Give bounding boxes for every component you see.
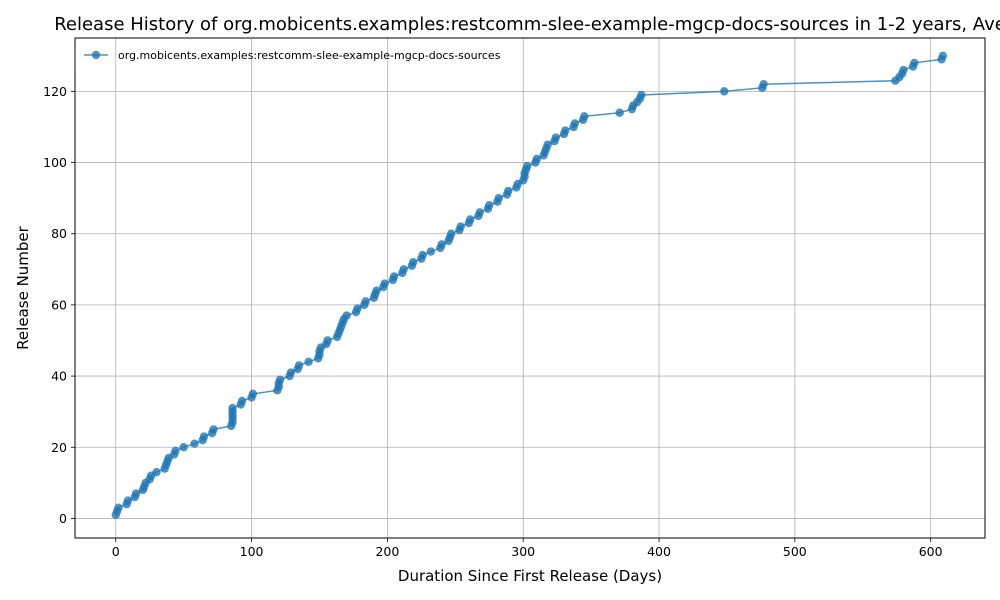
data-point (494, 193, 503, 203)
legend: org.mobicents.examples:restcomm-slee-exa… (84, 49, 501, 62)
data-point (304, 357, 313, 367)
data-point (399, 265, 408, 274)
data-point (323, 336, 332, 345)
data-point (380, 279, 389, 288)
data-point (209, 425, 218, 434)
data-point (228, 403, 237, 413)
data-point (543, 140, 552, 149)
data-point (447, 229, 456, 238)
data-point (353, 304, 362, 313)
data-point (286, 368, 296, 377)
data-point (561, 126, 570, 135)
x-axis-label: Duration Since First Release (Days) (398, 567, 662, 585)
data-point (759, 80, 768, 89)
x-tick-label: 300 (511, 544, 535, 559)
x-tick-label: 500 (783, 544, 807, 559)
x-tick-label: 200 (375, 544, 399, 559)
data-point (466, 215, 475, 224)
y-tick-label: 40 (51, 369, 67, 384)
data-point (179, 443, 188, 452)
chart-title: Release History of org.mobicents.example… (54, 14, 1000, 35)
plot-area-frame (74, 37, 986, 539)
x-tick-label: 100 (240, 544, 264, 559)
data-point (248, 389, 258, 399)
data-point (408, 258, 418, 267)
data-point (910, 58, 919, 68)
y-tick-label: 100 (43, 155, 67, 170)
legend-label: org.mobicents.examples:restcomm-slee-exa… (118, 49, 501, 62)
data-point (485, 201, 494, 210)
data-point (237, 396, 247, 406)
axis-ticks: 0 100 200 300 400 500 600 0 20 40 60 80 100 120 (43, 84, 943, 559)
data-point (342, 311, 351, 320)
data-point (152, 467, 161, 477)
data-point (361, 297, 370, 306)
data-point (570, 119, 580, 128)
data-point (426, 247, 436, 256)
data-point (523, 161, 532, 171)
y-tick-label: 80 (51, 226, 67, 241)
data-point (456, 222, 465, 231)
data-point (171, 446, 180, 456)
x-tick-label: 600 (919, 544, 943, 559)
y-tick-label: 20 (51, 440, 67, 455)
y-axis-label: Release Number (14, 225, 32, 349)
data-point (615, 108, 624, 117)
y-tick-label: 0 (59, 511, 67, 526)
x-tick-label: 0 (112, 544, 120, 559)
series-layer (111, 51, 948, 520)
data-point (720, 87, 729, 96)
data-point (580, 112, 589, 121)
data-point (190, 439, 199, 448)
data-point (294, 361, 304, 370)
data-point (475, 208, 484, 217)
x-tick-label: 400 (647, 544, 671, 559)
data-point (637, 90, 646, 100)
y-tick-label: 60 (51, 297, 67, 312)
grid-lines (75, 38, 985, 538)
data-point (418, 250, 427, 260)
y-tick-label: 120 (43, 84, 67, 99)
data-point (123, 496, 133, 505)
data-point (437, 240, 446, 249)
legend-marker-swatch (91, 50, 101, 60)
data-point (131, 489, 141, 498)
data-point (532, 154, 541, 164)
data-point (372, 286, 381, 295)
data-point (938, 51, 948, 60)
data-point (199, 432, 209, 441)
data-point (114, 503, 123, 512)
data-point (551, 133, 561, 142)
data-point (389, 272, 399, 281)
data-point (899, 65, 908, 75)
data-point (504, 186, 513, 196)
data-point (275, 375, 285, 384)
